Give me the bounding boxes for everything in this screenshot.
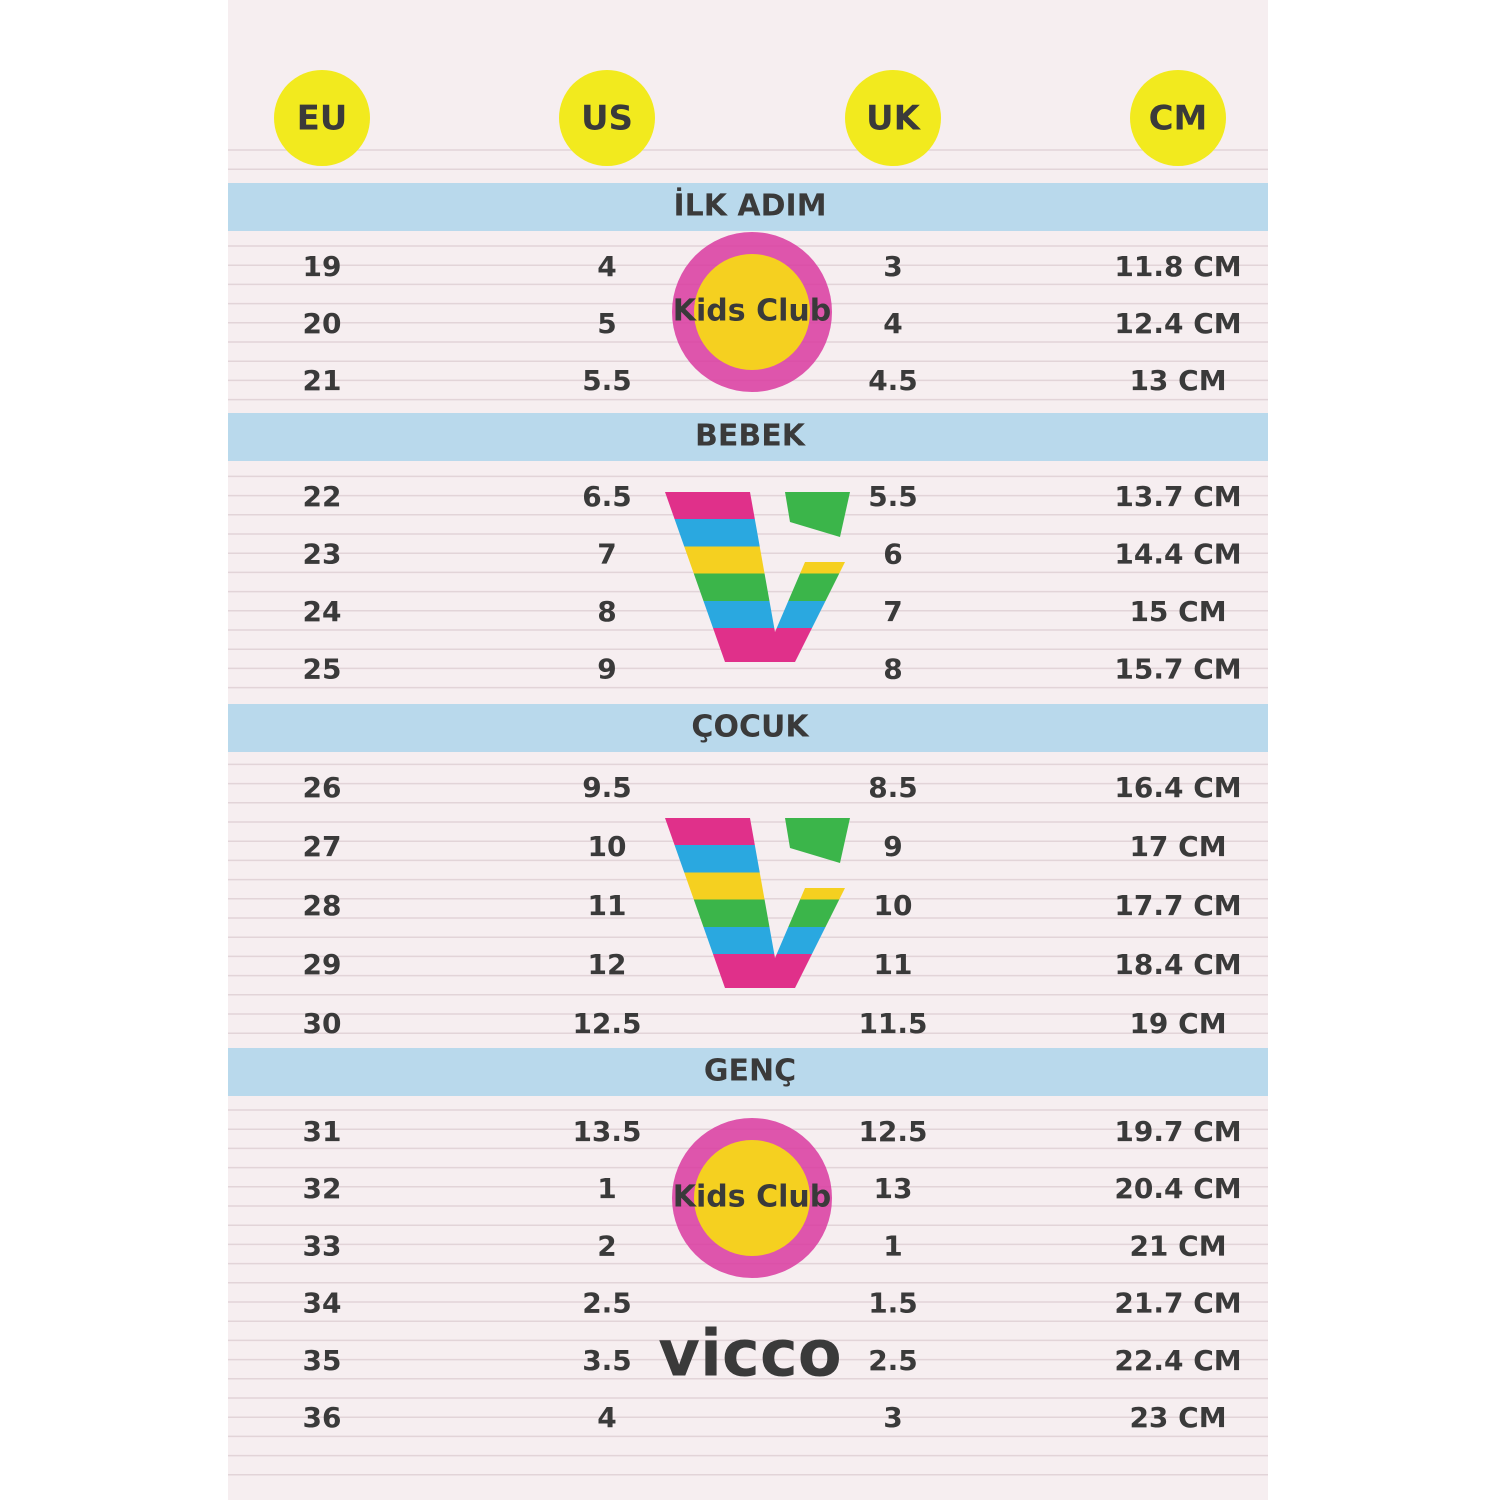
cell: 33: [303, 1229, 342, 1262]
cell: 2.5: [868, 1344, 918, 1377]
cell: 9: [597, 653, 616, 686]
cell: 10: [874, 889, 913, 922]
cell: 17.7 CM: [1114, 889, 1241, 922]
cell: 3: [883, 250, 902, 283]
cell: 1.5: [868, 1287, 918, 1320]
cell: 1: [597, 1172, 616, 1205]
section-title: İLK ADIM: [673, 188, 826, 224]
cell: 4.5: [868, 364, 918, 397]
section-title: GENÇ: [704, 1054, 796, 1089]
cell: 13.5: [572, 1115, 641, 1148]
cell: 12.5: [858, 1115, 927, 1148]
logo-v-dot: [785, 492, 850, 537]
cell: 4: [883, 307, 902, 340]
cell: 2.5: [582, 1287, 632, 1320]
header-badge: [1130, 70, 1226, 166]
cell: 22.4 CM: [1114, 1344, 1241, 1377]
header-badge: [559, 70, 655, 166]
cell: 5.5: [868, 480, 918, 513]
logo-v: [665, 818, 845, 988]
cell: 14.4 CM: [1114, 538, 1241, 571]
cell: 1: [883, 1229, 902, 1262]
cell: 19: [303, 250, 342, 283]
cell: 19.7 CM: [1114, 1115, 1241, 1148]
section-band: [228, 413, 1268, 461]
cell: 5: [597, 307, 616, 340]
cell: 10: [588, 830, 627, 863]
cell: 20.4 CM: [1114, 1172, 1241, 1205]
cell: 13.7 CM: [1114, 480, 1241, 513]
cell: 30: [303, 1007, 342, 1040]
cell: 8: [597, 595, 616, 628]
cell: 35: [303, 1344, 342, 1377]
cell: 9.5: [582, 771, 632, 804]
cell: 3: [883, 1401, 902, 1434]
cell: 31: [303, 1115, 342, 1148]
cell: 27: [303, 830, 342, 863]
cell: 4: [597, 250, 616, 283]
cell: 15.7 CM: [1114, 653, 1241, 686]
logo-core: [694, 254, 810, 370]
cell: 12.4 CM: [1114, 307, 1241, 340]
cell: 9: [883, 830, 902, 863]
cell: 5.5: [582, 364, 632, 397]
header-label: UK: [866, 99, 922, 139]
cell: 7: [597, 538, 616, 571]
cell: 23 CM: [1129, 1401, 1226, 1434]
cell: 25: [303, 653, 342, 686]
cell: 8.5: [868, 771, 918, 804]
cell: 26: [303, 771, 342, 804]
cell: 13 CM: [1129, 364, 1226, 397]
logo-v-dot: [785, 818, 850, 863]
cell: 22: [303, 480, 342, 513]
cell: 3.5: [582, 1344, 632, 1377]
cell: 19 CM: [1129, 1007, 1226, 1040]
cell: 6: [883, 538, 902, 571]
cell: 24: [303, 595, 342, 628]
cell: 16.4 CM: [1114, 771, 1241, 804]
cell: 4: [597, 1401, 616, 1434]
cell: 28: [303, 889, 342, 922]
cell: 13: [874, 1172, 913, 1205]
cell: 32: [303, 1172, 342, 1205]
header-badge: [845, 70, 941, 166]
section-band: [228, 183, 1268, 231]
cell: 34: [303, 1287, 342, 1320]
cell: 8: [883, 653, 902, 686]
header-label: US: [581, 99, 633, 139]
cell: 11.5: [858, 1007, 927, 1040]
section-title: BEBEK: [695, 419, 807, 454]
header-label: EU: [297, 99, 348, 139]
cell: 6.5: [582, 480, 632, 513]
cell: 11: [588, 889, 627, 922]
brand-logo: vicco: [658, 1318, 842, 1392]
cell: 20: [303, 307, 342, 340]
cell: 12: [588, 948, 627, 981]
logo-core: [694, 1140, 810, 1256]
cell: 12.5: [572, 1007, 641, 1040]
cell: 11: [874, 948, 913, 981]
cell: 21: [303, 364, 342, 397]
section-band: [228, 1048, 1268, 1096]
cell: 18.4 CM: [1114, 948, 1241, 981]
section-band: [228, 704, 1268, 752]
section-title: ÇOCUK: [691, 710, 810, 745]
cell: 36: [303, 1401, 342, 1434]
cell: 29: [303, 948, 342, 981]
cell: 11.8 CM: [1114, 250, 1241, 283]
logo-v: [665, 492, 845, 662]
logo-text: Kids Club: [673, 294, 831, 329]
header-badge: [274, 70, 370, 166]
cell: 7: [883, 595, 902, 628]
cell: 17 CM: [1129, 830, 1226, 863]
cell: 15 CM: [1129, 595, 1226, 628]
cell: 2: [597, 1229, 616, 1262]
logo-text: Kids Club: [673, 1180, 831, 1215]
header-label: CM: [1149, 99, 1208, 139]
cell: 23: [303, 538, 342, 571]
cell: 21 CM: [1129, 1229, 1226, 1262]
cell: 21.7 CM: [1114, 1287, 1241, 1320]
